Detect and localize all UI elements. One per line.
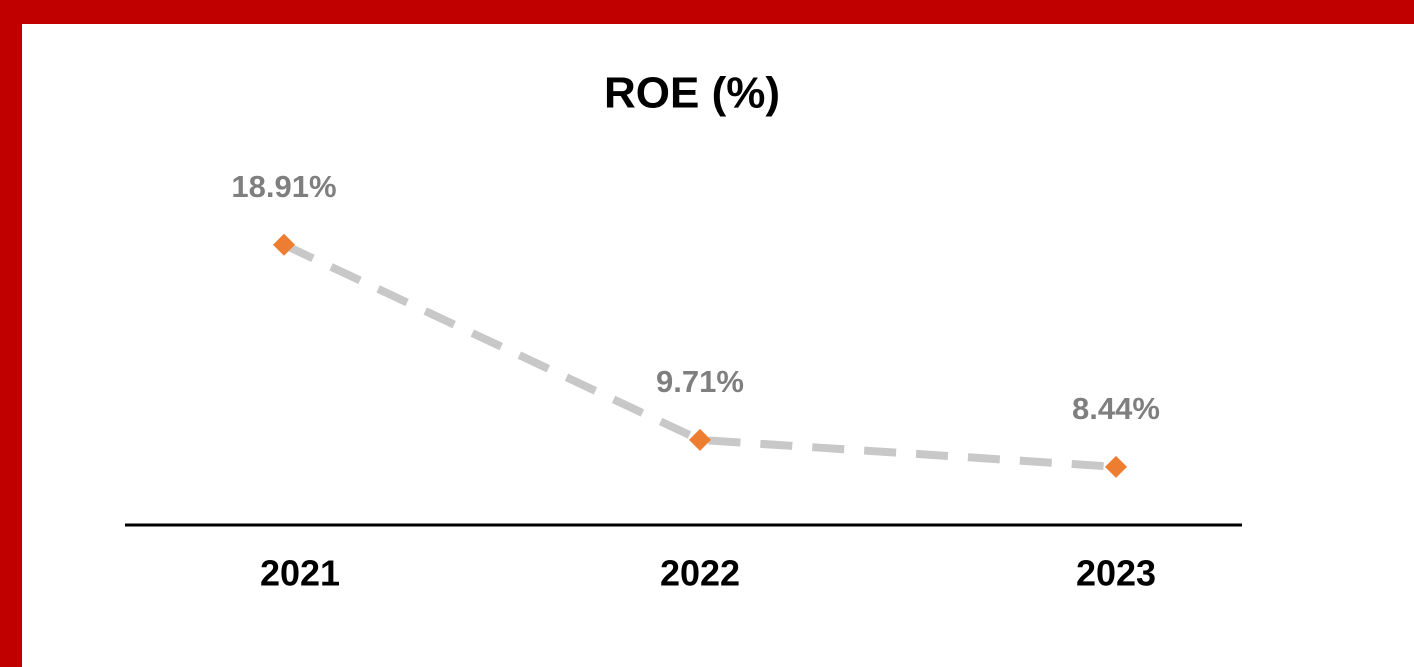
top-border xyxy=(0,0,1414,24)
data-label: 8.44% xyxy=(1072,391,1160,426)
line xyxy=(282,241,1117,471)
marker xyxy=(273,233,295,256)
x-tick-label: 2021 xyxy=(260,553,340,594)
marker xyxy=(689,428,711,451)
marker xyxy=(1105,455,1127,478)
x-tick-label: 2023 xyxy=(1076,553,1156,594)
data-label: 18.91% xyxy=(231,169,336,204)
chart-title: ROE (%) xyxy=(604,69,780,118)
data-label: 9.71% xyxy=(656,364,744,399)
left-border xyxy=(0,0,22,667)
x-tick-label: 2022 xyxy=(660,553,740,594)
